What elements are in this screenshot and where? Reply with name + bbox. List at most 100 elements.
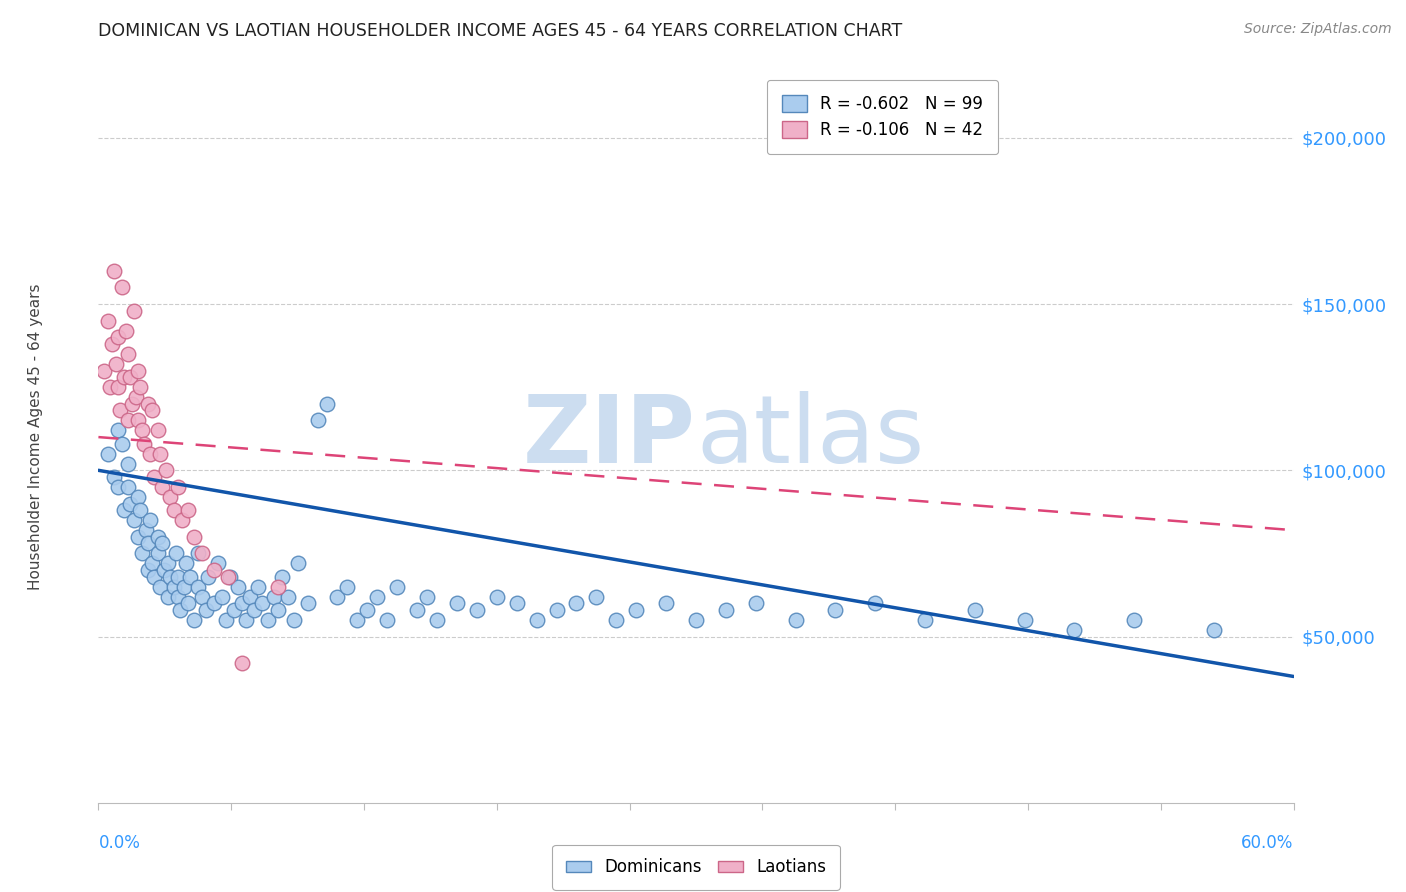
Point <box>267 603 290 617</box>
Point <box>124 513 146 527</box>
Point <box>565 596 588 610</box>
Point <box>101 337 124 351</box>
Point <box>685 613 707 627</box>
Point <box>187 546 209 560</box>
Point <box>385 580 409 594</box>
Point <box>111 436 134 450</box>
Point <box>326 590 349 604</box>
Point <box>136 397 159 411</box>
Point <box>375 613 398 627</box>
Point <box>131 546 153 560</box>
Point <box>217 570 239 584</box>
Text: Source: ZipAtlas.com: Source: ZipAtlas.com <box>1244 22 1392 37</box>
Point <box>111 280 134 294</box>
Point <box>174 557 197 571</box>
Legend: Dominicans, Laotians: Dominicans, Laotians <box>553 845 839 889</box>
Point <box>1123 613 1146 627</box>
Point <box>215 613 238 627</box>
Text: DOMINICAN VS LAOTIAN HOUSEHOLDER INCOME AGES 45 - 64 YEARS CORRELATION CHART: DOMINICAN VS LAOTIAN HOUSEHOLDER INCOME … <box>98 22 903 40</box>
Point <box>136 563 159 577</box>
Point <box>97 314 120 328</box>
Point <box>191 590 214 604</box>
Point <box>148 546 170 560</box>
Point <box>745 596 768 610</box>
Point <box>120 370 142 384</box>
Point <box>172 513 194 527</box>
Point <box>226 580 249 594</box>
Point <box>277 590 299 604</box>
Point <box>297 596 319 610</box>
Point <box>136 536 159 550</box>
Point <box>124 303 146 318</box>
Point <box>139 447 162 461</box>
Point <box>824 603 846 617</box>
Point <box>316 397 339 411</box>
Point <box>714 603 737 617</box>
Point <box>149 580 172 594</box>
Point <box>148 530 170 544</box>
Point <box>195 603 218 617</box>
Point <box>1202 623 1225 637</box>
Point <box>267 580 290 594</box>
Point <box>163 503 186 517</box>
Point <box>127 363 149 377</box>
Point <box>167 570 190 584</box>
Point <box>283 613 305 627</box>
Point <box>202 596 225 610</box>
Point <box>183 530 205 544</box>
Point <box>134 436 156 450</box>
Point <box>465 603 488 617</box>
Point <box>117 413 139 427</box>
Point <box>107 380 129 394</box>
Point <box>546 603 568 617</box>
Point <box>1014 613 1036 627</box>
Point <box>605 613 627 627</box>
Point <box>446 596 468 610</box>
Point <box>150 536 173 550</box>
Point <box>97 447 120 461</box>
Point <box>336 580 359 594</box>
Point <box>231 596 253 610</box>
Point <box>263 590 285 604</box>
Point <box>356 603 378 617</box>
Text: 0.0%: 0.0% <box>98 834 141 852</box>
Point <box>121 397 143 411</box>
Point <box>100 380 122 394</box>
Point <box>103 470 125 484</box>
Point <box>125 390 148 404</box>
Point <box>246 580 269 594</box>
Point <box>112 503 135 517</box>
Point <box>117 457 139 471</box>
Point <box>143 570 166 584</box>
Point <box>406 603 429 617</box>
Point <box>157 557 180 571</box>
Point <box>914 613 936 627</box>
Point <box>129 380 152 394</box>
Text: Householder Income Ages 45 - 64 years: Householder Income Ages 45 - 64 years <box>28 284 42 591</box>
Point <box>159 490 181 504</box>
Point <box>366 590 388 604</box>
Point <box>169 603 191 617</box>
Point <box>231 656 253 670</box>
Point <box>120 497 142 511</box>
Point <box>256 613 278 627</box>
Point <box>112 370 135 384</box>
Point <box>426 613 449 627</box>
Point <box>211 590 233 604</box>
Point <box>127 490 149 504</box>
Point <box>129 503 152 517</box>
Point <box>197 570 219 584</box>
Point <box>963 603 986 617</box>
Point <box>127 530 149 544</box>
Point <box>153 563 176 577</box>
Text: atlas: atlas <box>696 391 924 483</box>
Point <box>155 463 177 477</box>
Point <box>131 424 153 438</box>
Point <box>183 613 205 627</box>
Point <box>110 403 132 417</box>
Point <box>177 596 200 610</box>
Point <box>107 424 129 438</box>
Point <box>179 570 201 584</box>
Point <box>177 503 200 517</box>
Point <box>307 413 329 427</box>
